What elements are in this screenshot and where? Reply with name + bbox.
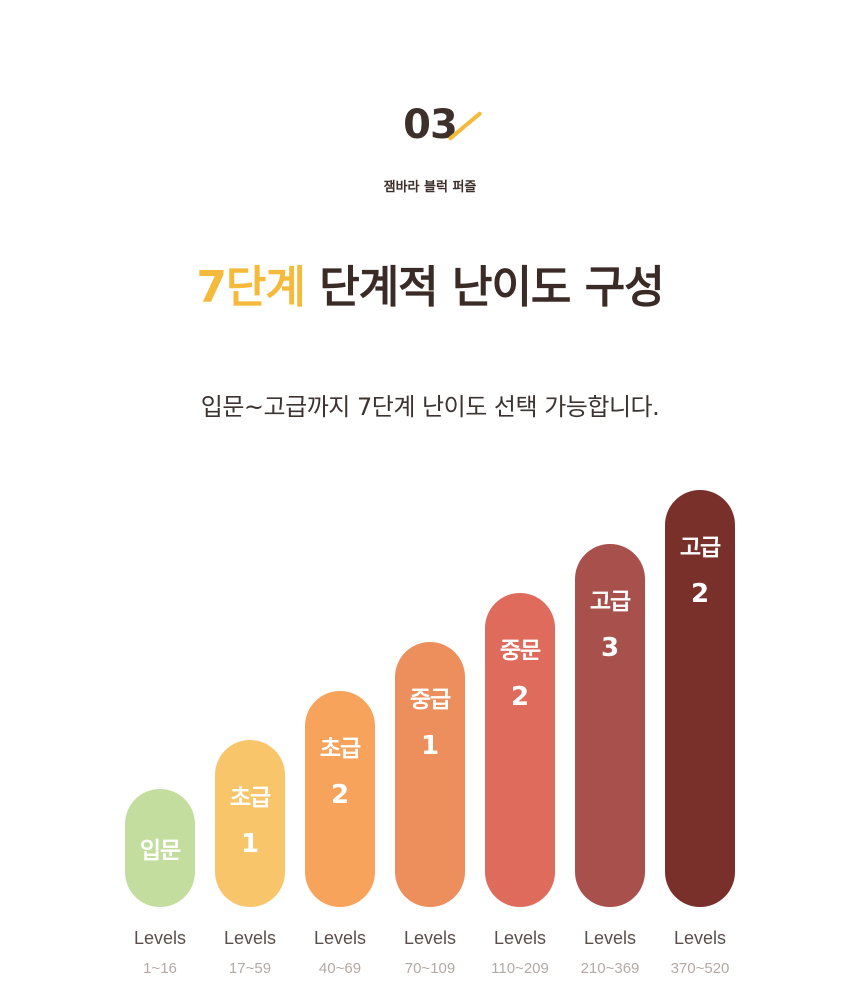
levels-range: 370~520 — [670, 960, 730, 977]
levels-range: 210~369 — [580, 960, 640, 977]
tier-level: 3 — [600, 633, 620, 663]
tier-name: 초급 — [319, 736, 361, 762]
tier-name: 초급 — [229, 785, 271, 811]
levels-range: 40~69 — [318, 960, 362, 977]
levels-label: Levels — [583, 928, 637, 948]
levels-label: Levels — [493, 928, 547, 948]
levels-label: Levels — [133, 928, 187, 948]
tier-level: 2 — [690, 579, 710, 609]
headline-accent: 7단계 — [196, 262, 306, 313]
tier-name: 입문 — [139, 838, 181, 864]
tier-bar-2: 초급 1 — [215, 740, 285, 907]
headline: 7단계 단계적 난이도 구성 — [0, 258, 860, 318]
levels-range: 110~209 — [491, 960, 549, 977]
levels-label: Levels — [313, 928, 367, 948]
tier-level: 2 — [510, 682, 530, 712]
tier-bar-5: 중문 2 — [485, 593, 555, 907]
tier-bar-6: 고급 3 — [575, 544, 645, 907]
tier-bar-1: 입문 — [125, 789, 195, 907]
tier-bar-7: 고급 2 — [665, 490, 735, 907]
tier-name: 중문 — [499, 638, 541, 664]
tier-name: 중급 — [409, 687, 451, 713]
tier-level: 2 — [330, 780, 350, 810]
headline-rest: 단계적 난이도 구성 — [304, 262, 664, 313]
tier-bar-3: 초급 2 — [305, 691, 375, 907]
section-subtitle: 잼바라 블럭 퍼즐 — [383, 180, 477, 195]
tier-level: 1 — [420, 731, 440, 761]
tier-name: 고급 — [679, 535, 721, 561]
levels-range: 17~59 — [228, 960, 272, 977]
levels-range: 70~109 — [404, 960, 456, 977]
levels-range: 1~16 — [143, 960, 177, 977]
tier-name: 고급 — [589, 589, 631, 615]
levels-label: Levels — [403, 928, 457, 948]
tier-level: 1 — [240, 829, 260, 859]
tier-bar-4: 중급 1 — [395, 642, 465, 907]
description: 입문~고급까지 7단계 난이도 선택 가능합니다. — [200, 393, 660, 421]
levels-label: Levels — [223, 928, 277, 948]
levels-label: Levels — [673, 928, 727, 948]
